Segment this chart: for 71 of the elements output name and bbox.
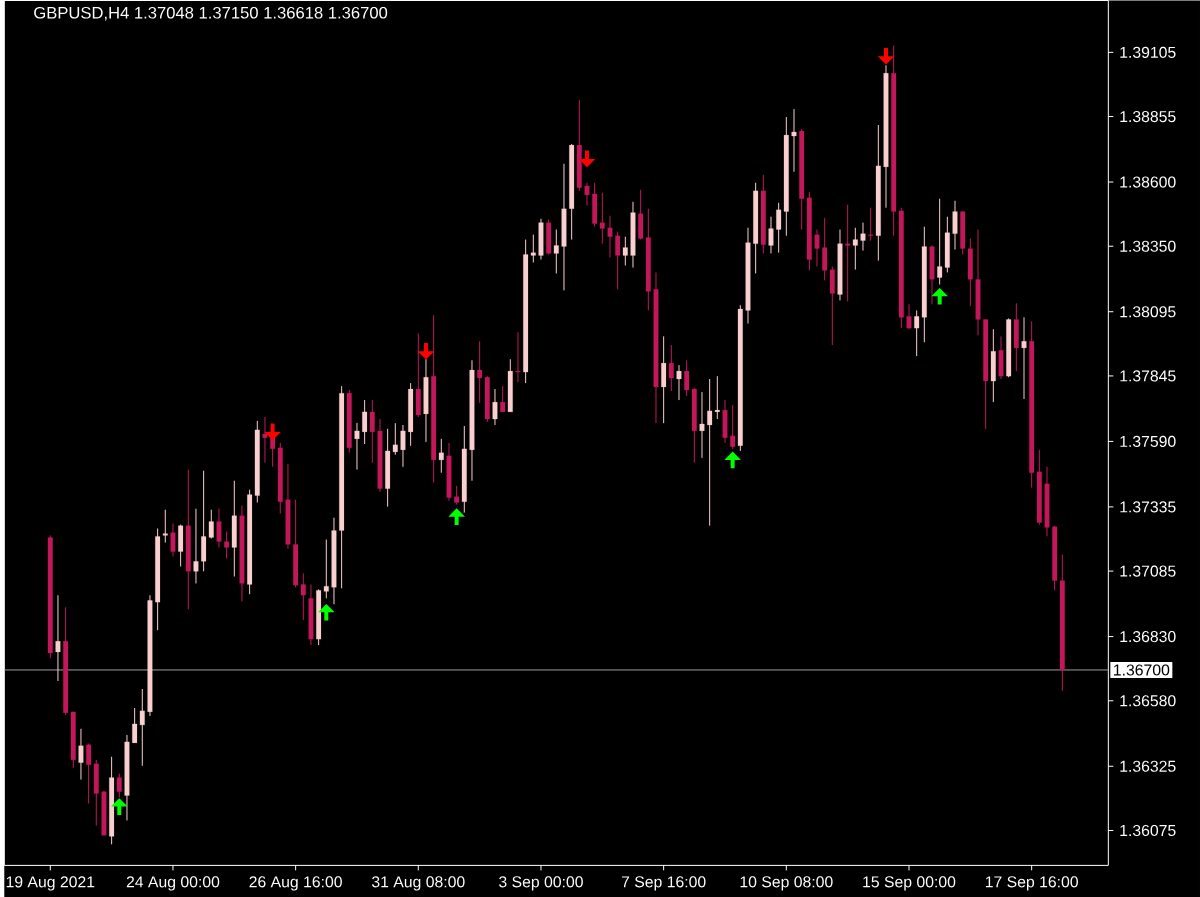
- candlestick: [354, 422, 360, 471]
- y-tick-label: 1.37335: [1120, 501, 1176, 513]
- y-tick-label: 1.36830: [1120, 630, 1176, 643]
- y-tick-label: 1.39105: [1120, 46, 1176, 58]
- chart-title: GBPUSD,H4 1.37048 1.37150 1.36618 1.36700: [34, 6, 388, 21]
- candlestick: [262, 416, 268, 464]
- x-tick-label: 17 Sep 16:00: [985, 876, 1078, 891]
- x-tick-label: 26 Aug 16:00: [249, 876, 342, 891]
- candlestick: [868, 207, 874, 241]
- y-tick-label: 1.36580: [1120, 695, 1176, 707]
- y-tick-label: 1.38600: [1120, 176, 1176, 188]
- x-tick-label: 19 Aug 2021: [6, 876, 95, 891]
- candlestick: [699, 391, 705, 459]
- candlestick: [369, 399, 375, 464]
- candlestick: [438, 438, 444, 474]
- x-tick-label: 31 Aug 08:00: [371, 876, 465, 891]
- candlestick: [730, 404, 736, 450]
- candlestick: [668, 344, 674, 392]
- y-tick-label: 1.37085: [1120, 565, 1176, 577]
- candlestick: [952, 200, 958, 250]
- candlestick: [791, 108, 797, 173]
- y-tick-label: 1.38350: [1120, 240, 1176, 252]
- candlestick: [622, 236, 628, 266]
- point: [931, 287, 948, 305]
- x-tick-label: 15 Sep 00:00: [863, 876, 956, 891]
- candlestick: [362, 399, 368, 445]
- y-tick-label: 1.37590: [1120, 435, 1176, 447]
- candlestick: [170, 522, 176, 557]
- candlestick: [845, 204, 851, 302]
- point: [448, 508, 465, 525]
- candlestick: [852, 227, 858, 270]
- candlestick: [116, 773, 122, 798]
- ref-line-label: 1.36700: [1114, 664, 1170, 676]
- candlestick: [768, 216, 774, 254]
- y-tick-label: 1.36075: [1120, 824, 1176, 836]
- x-tick-label: 7 Sep 16:00: [621, 876, 706, 891]
- point: [264, 423, 281, 441]
- candlestick: [661, 335, 667, 424]
- point: [724, 451, 741, 469]
- candlestick: [216, 508, 222, 548]
- candlestick: [400, 424, 406, 468]
- candlestick: [584, 182, 590, 207]
- candlestick: [78, 728, 84, 780]
- candlestick: [860, 221, 866, 251]
- candlestick: [814, 228, 820, 267]
- candlestick: [906, 303, 912, 330]
- x-tick-label: 24 Aug 00:00: [126, 876, 220, 891]
- point: [417, 342, 435, 360]
- point: [578, 150, 596, 168]
- candlestick: [615, 230, 621, 290]
- candlestick: [193, 508, 199, 584]
- candlestick: [1021, 316, 1027, 400]
- point: [877, 47, 895, 65]
- candlestick: [454, 485, 460, 505]
- candlestick: [676, 364, 682, 401]
- y-tick-label: 1.36325: [1120, 760, 1176, 772]
- candlestick: [55, 594, 61, 682]
- candlestick: [607, 215, 613, 258]
- candlestick: [515, 331, 521, 383]
- candlestick: [162, 509, 168, 543]
- y-tick-label: 1.38095: [1120, 306, 1176, 318]
- point: [110, 798, 128, 815]
- point: [318, 603, 335, 621]
- x-tick-label: 3 Sep 00:00: [499, 876, 583, 891]
- y-tick-label: 1.38855: [1120, 110, 1176, 122]
- y-tick-label: 1.37845: [1120, 370, 1176, 382]
- candlestick: [500, 385, 506, 413]
- candlestick: [224, 530, 230, 559]
- x-tick-label: 10 Sep 08:00: [740, 876, 833, 891]
- candlestick: [553, 228, 559, 274]
- candlestick: [492, 388, 498, 426]
